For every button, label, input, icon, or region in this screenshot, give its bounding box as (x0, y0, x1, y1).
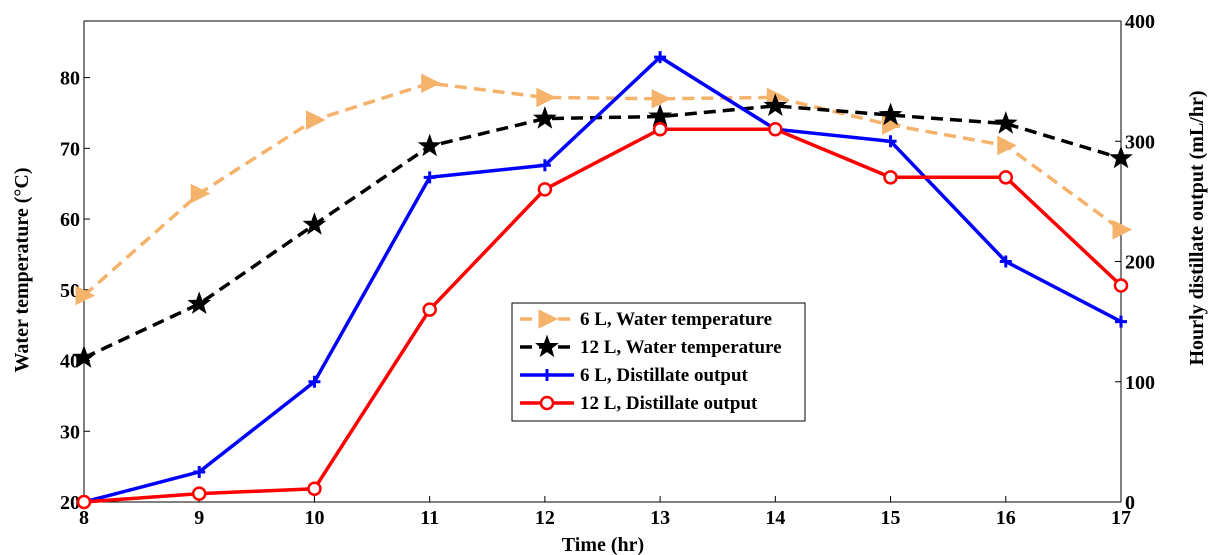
legend-marker-2 (541, 369, 553, 381)
data-point (302, 212, 327, 235)
data-point (763, 93, 788, 117)
x-tick-label: 12 (535, 507, 555, 529)
data-point (423, 171, 436, 184)
data-point (1109, 145, 1133, 169)
series-line-3 (83, 127, 1123, 504)
data-point (878, 102, 903, 126)
data-point (651, 88, 672, 109)
data-point (190, 183, 211, 204)
data-point (307, 481, 322, 497)
data-point (76, 494, 92, 510)
x-tick-label: 14 (765, 507, 785, 529)
axes (83, 20, 1122, 503)
legend-label-0: 6 L, Water temperature (580, 309, 772, 330)
x-tick-label: 10 (304, 507, 324, 529)
data-point (75, 285, 96, 306)
y2-tick-label: 100 (1125, 372, 1155, 394)
y2-tick-label: 200 (1125, 252, 1155, 274)
data-point (884, 135, 897, 148)
data-point (536, 87, 557, 108)
legend-marker-0 (538, 309, 559, 329)
legend-marker-3 (539, 395, 555, 411)
y-tick-label: 80 (60, 68, 80, 90)
data-point (1112, 219, 1133, 240)
data-point (768, 121, 783, 137)
data-point (537, 182, 553, 197)
data-point (308, 375, 321, 388)
data-point (191, 486, 207, 501)
data-point (648, 104, 673, 127)
data-point (422, 302, 437, 317)
data-point (72, 345, 96, 368)
data-point (883, 170, 898, 185)
legend-marker-1 (535, 334, 559, 358)
legend-label-3: 12 L, Distillate output (580, 393, 758, 414)
y-tick-label: 70 (60, 138, 80, 160)
x-tick-label: 8 (79, 507, 89, 529)
legend-label-1: 12 L, Water temperature (580, 337, 782, 358)
data-point (417, 133, 442, 157)
series-line-0 (82, 81, 1123, 297)
y2-axis-title: Hourly distillate output (mL/hr) (1186, 90, 1208, 365)
series-3 (76, 121, 1129, 510)
legend: 6 L, Water temperature 12 L, Water temper… (511, 302, 806, 422)
tick-labels: 8 9 10 11 12 13 14 15 16 172030405060708001002003… (60, 11, 1155, 529)
series-line-1 (83, 104, 1122, 360)
data-point (532, 106, 557, 129)
y2-tick-label: 300 (1125, 131, 1155, 153)
data-point (193, 465, 206, 478)
x-tick-label: 17 (1111, 507, 1131, 529)
x-axis-title: Time (hr) (562, 534, 644, 555)
series-line-2 (83, 54, 1122, 504)
x-tick-label: 9 (194, 507, 204, 529)
data-point (652, 121, 668, 137)
y-tick-label: 20 (60, 492, 80, 514)
y-tick-label: 30 (60, 421, 80, 443)
y-axis-title: Water temperature (°C) (11, 168, 33, 373)
data-point (654, 51, 667, 64)
data-point (421, 73, 441, 94)
legend-label-2: 6 L, Distillate output (580, 365, 749, 386)
x-tick-label: 11 (420, 507, 439, 529)
series-group (72, 51, 1133, 510)
x-tick-label: 13 (650, 507, 670, 529)
data-point (997, 135, 1017, 156)
y2-tick-label: 400 (1125, 11, 1155, 33)
x-tick-label: 16 (996, 507, 1016, 529)
data-point (305, 110, 326, 130)
y2-tick-label: 0 (1125, 492, 1135, 514)
data-point (998, 170, 1014, 185)
y-tick-label: 60 (60, 209, 80, 231)
data-point (993, 111, 1018, 134)
data-point (187, 291, 212, 314)
y-tick-label: 50 (60, 280, 80, 302)
data-point (1113, 278, 1129, 293)
data-point (1115, 315, 1127, 328)
data-point (538, 159, 551, 172)
series-1 (72, 93, 1133, 368)
data-point (999, 255, 1012, 268)
x-tick-label: 15 (881, 507, 901, 529)
